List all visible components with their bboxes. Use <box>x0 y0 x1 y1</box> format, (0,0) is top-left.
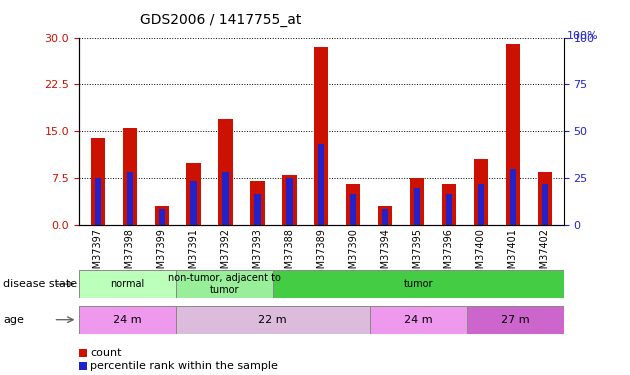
Bar <box>350 194 357 225</box>
Bar <box>314 47 328 225</box>
Bar <box>154 206 169 225</box>
Bar <box>506 44 520 225</box>
Text: 24 m: 24 m <box>113 315 142 325</box>
Text: age: age <box>3 315 24 325</box>
Bar <box>190 181 197 225</box>
Bar <box>346 184 360 225</box>
Bar <box>410 178 424 225</box>
Bar <box>273 270 564 298</box>
Bar <box>537 172 552 225</box>
Bar <box>282 175 297 225</box>
Bar <box>94 178 101 225</box>
Bar <box>222 172 229 225</box>
Bar <box>250 181 265 225</box>
Bar <box>286 178 292 225</box>
Bar <box>510 169 516 225</box>
Bar <box>79 270 176 298</box>
Bar <box>370 306 467 334</box>
Bar <box>123 128 137 225</box>
Bar <box>127 172 133 225</box>
Text: disease state: disease state <box>3 279 77 289</box>
Text: tumor: tumor <box>404 279 433 289</box>
Text: 24 m: 24 m <box>404 315 433 325</box>
Text: 22 m: 22 m <box>258 315 287 325</box>
Bar <box>79 306 176 334</box>
Text: 27 m: 27 m <box>501 315 530 325</box>
Bar <box>159 209 165 225</box>
Bar <box>382 209 388 225</box>
Bar <box>542 184 548 225</box>
Bar <box>318 144 324 225</box>
Bar <box>176 270 273 298</box>
Bar <box>474 159 488 225</box>
Bar <box>91 138 105 225</box>
Text: normal: normal <box>110 279 144 289</box>
Bar <box>186 162 201 225</box>
Bar <box>176 306 370 334</box>
Text: count: count <box>90 348 122 358</box>
Bar <box>378 206 392 225</box>
Bar <box>467 306 564 334</box>
Bar <box>442 184 456 225</box>
Bar <box>219 119 232 225</box>
Bar <box>478 184 484 225</box>
Bar <box>414 188 420 225</box>
Bar <box>255 194 261 225</box>
Text: percentile rank within the sample: percentile rank within the sample <box>90 361 278 371</box>
Text: non-tumor, adjacent to
tumor: non-tumor, adjacent to tumor <box>168 273 281 295</box>
Text: GDS2006 / 1417755_at: GDS2006 / 1417755_at <box>140 13 301 27</box>
Bar <box>446 194 452 225</box>
Text: 100%: 100% <box>567 31 598 40</box>
